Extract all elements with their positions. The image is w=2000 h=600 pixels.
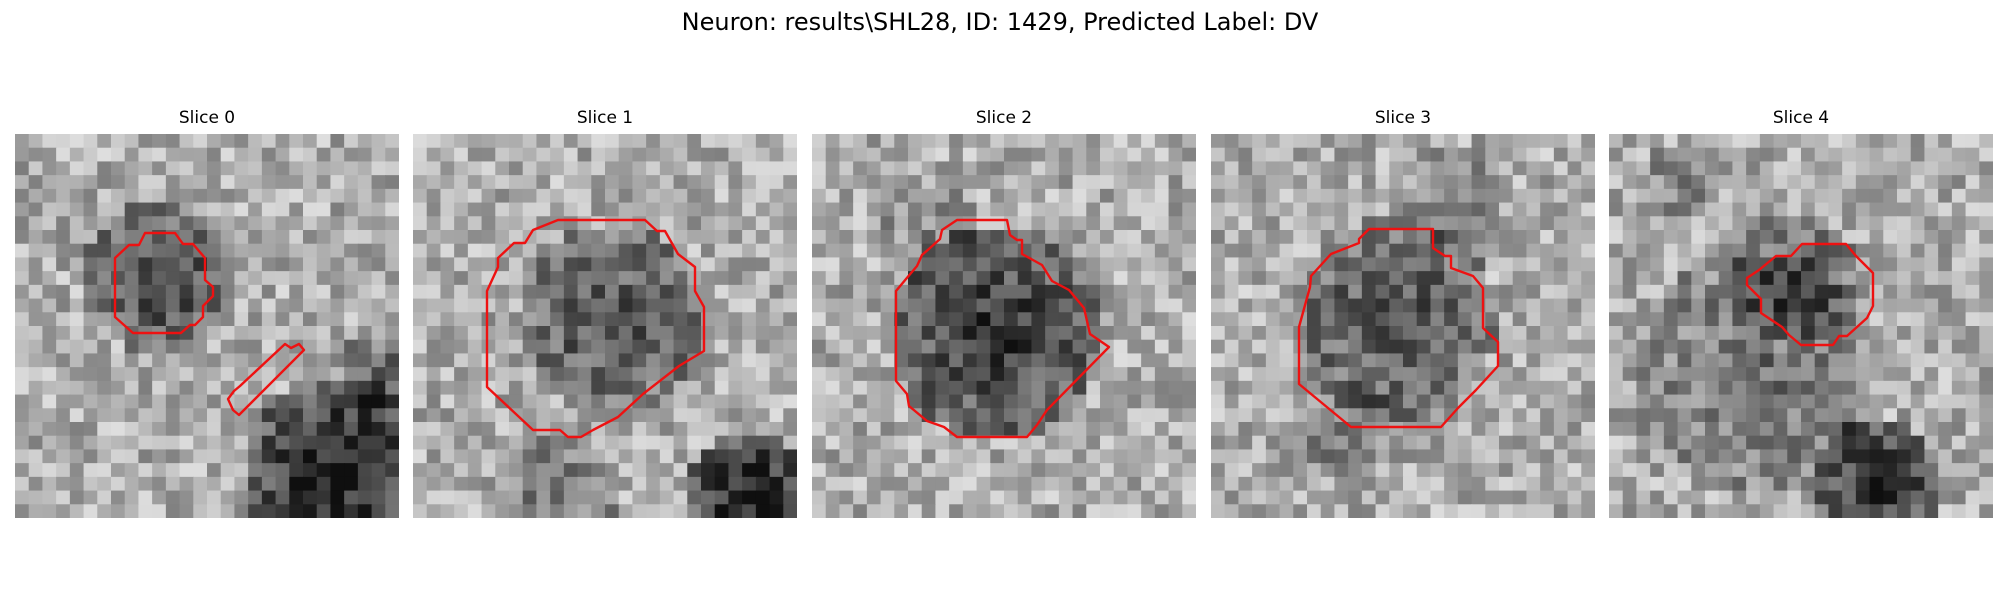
slice-image-0 (15, 134, 399, 518)
neuron-contour (485, 218, 706, 439)
neuron-contour (894, 218, 1111, 439)
slice-panel-2: Slice 2 (812, 108, 1196, 518)
slice-image-3 (1211, 134, 1595, 518)
slice-title-3: Slice 3 (1374, 108, 1432, 128)
slice-title-0: Slice 0 (178, 108, 236, 128)
pixel-grid (1211, 134, 1595, 518)
neuron-contour (113, 231, 215, 335)
slice-image-2 (812, 134, 1196, 518)
slice-panel-3: Slice 3 (1211, 108, 1595, 518)
slice-title-4: Slice 4 (1772, 108, 1830, 128)
figure-title: Neuron: results\SHL28, ID: 1429, Predict… (681, 8, 1319, 36)
slice-panel-1: Slice 1 (413, 108, 797, 518)
pixel-grid (812, 134, 1196, 518)
slice-panel-0: Slice 0 (15, 108, 399, 518)
slice-title-1: Slice 1 (576, 108, 634, 128)
slice-panel-4: Slice 4 (1609, 108, 1993, 518)
neuron-contour (1745, 242, 1875, 347)
pixel-grid (1609, 134, 1993, 518)
slice-title-2: Slice 2 (975, 108, 1033, 128)
neuron-contour (226, 342, 306, 417)
neuron-contour (1297, 227, 1500, 429)
slice-image-1 (413, 134, 797, 518)
slice-image-4 (1609, 134, 1993, 518)
pixel-grid (413, 134, 797, 518)
pixel-grid (15, 134, 399, 518)
